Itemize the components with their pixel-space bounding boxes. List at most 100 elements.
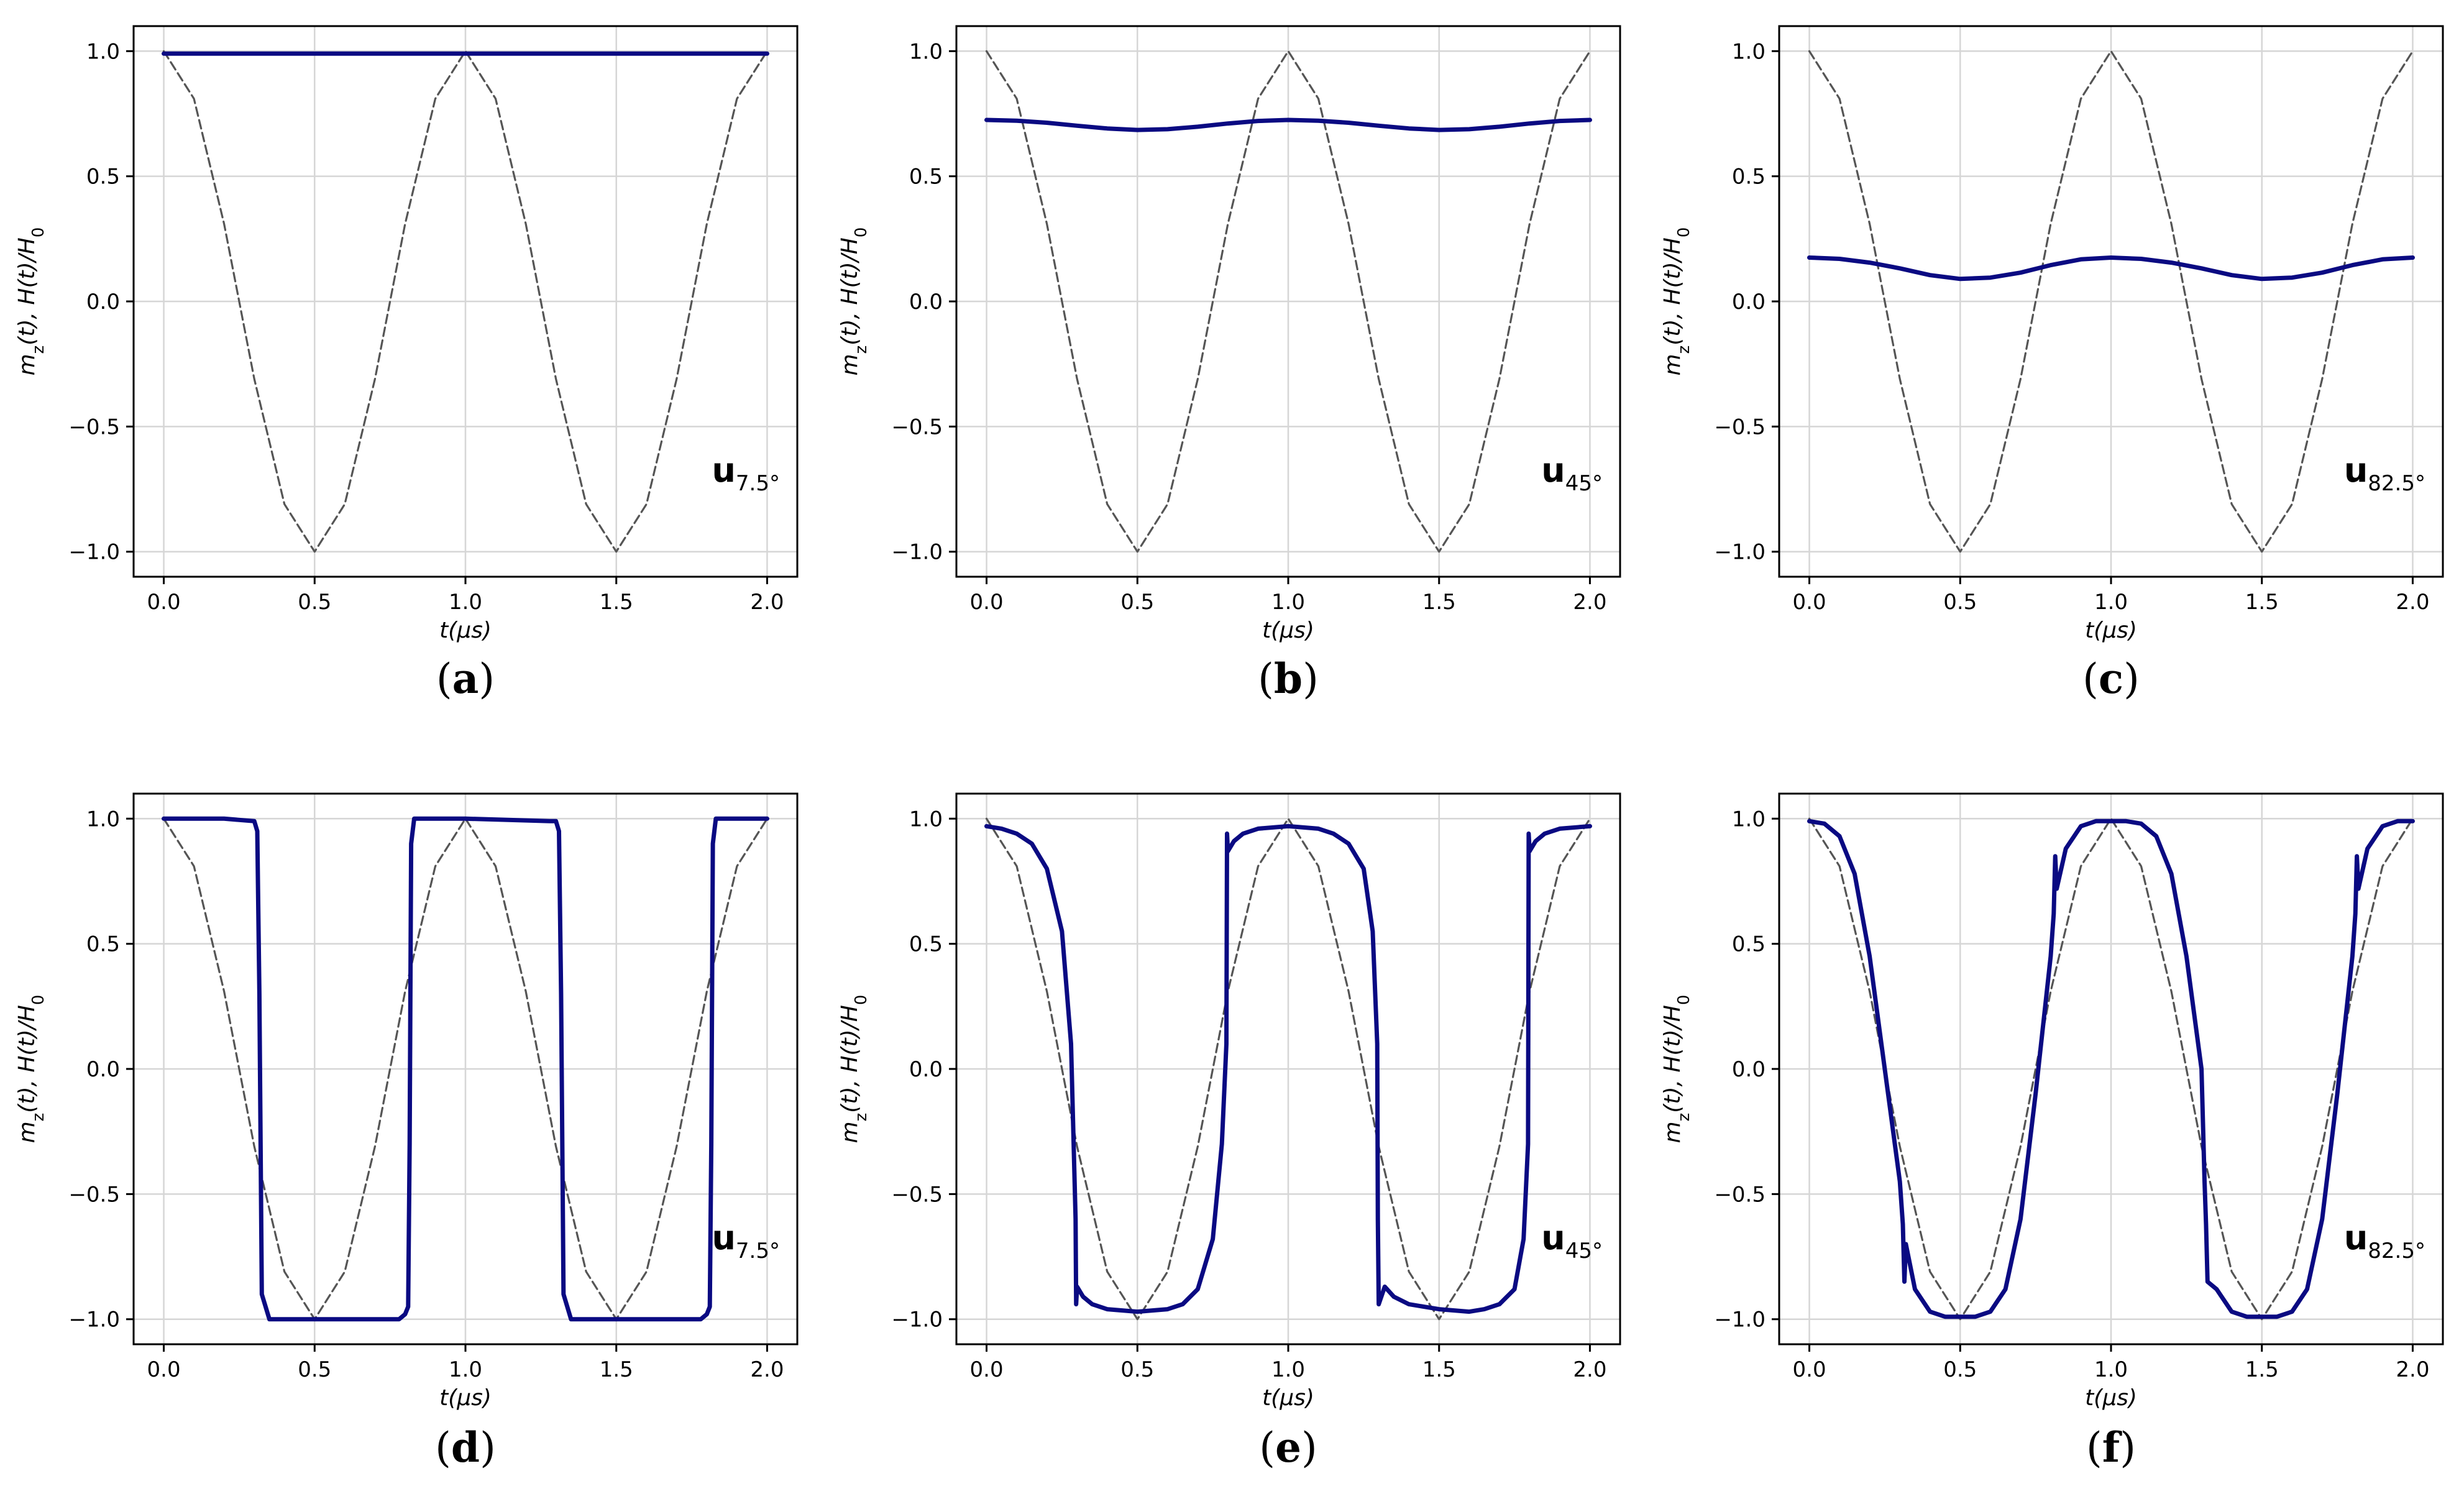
- y-tick-label: 0.5: [909, 165, 943, 190]
- panel-label: (a): [436, 654, 495, 703]
- y-tick-label: −1.0: [1714, 1308, 1766, 1332]
- panel-b: 0.0 0.5 1.0 1.5 2.0 −1.0 −0.5 0.0 0.5 1.0 t(μs) mz(…: [837, 25, 1621, 703]
- y-tick-label: −0.5: [891, 1182, 943, 1207]
- y-tick-label: −0.5: [68, 415, 120, 439]
- x-tick-label: 0.5: [1943, 590, 1977, 615]
- x-tick-label: 1.5: [2245, 590, 2279, 615]
- y-tick-label: 0.0: [909, 290, 943, 314]
- panel-f: 0.0 0.5 1.0 1.5 2.0 −1.0 −0.5 0.0 0.5 1.0 t(μs) mz(…: [1660, 792, 2444, 1472]
- x-tick-label: 2.0: [750, 1357, 784, 1382]
- series-magnetization: [1807, 818, 2415, 1319]
- x-tick-label: 2.0: [750, 590, 784, 615]
- x-tick-label: 2.0: [2396, 1357, 2429, 1382]
- panel-c: 0.0 0.5 1.0 1.5 2.0 −1.0 −0.5 0.0 0.5 1.0 t(μs) mz(…: [1660, 25, 2444, 703]
- x-axis-label: t(μs): [439, 618, 492, 643]
- y-tick-label: 1.0: [909, 807, 943, 832]
- y-tick-label: 0.5: [909, 932, 943, 957]
- x-tick-label: 1.0: [1271, 1357, 1305, 1382]
- panel-label: (f): [2086, 1423, 2136, 1472]
- y-axis-label: mz(t), H(t)/H0: [837, 995, 871, 1144]
- y-tick-label: −0.5: [1714, 415, 1766, 439]
- x-tick-label: 1.0: [2094, 590, 2128, 615]
- x-tick-label: 0.5: [298, 1357, 331, 1382]
- x-tick-label: 0.0: [147, 590, 181, 615]
- y-axis-label: mz(t), H(t)/H0: [1660, 227, 1693, 376]
- annotation-u: u45°: [1541, 1218, 1603, 1263]
- x-tick-label: 1.5: [600, 1357, 633, 1382]
- panel-e: 0.0 0.5 1.0 1.5 2.0 −1.0 −0.5 0.0 0.5 1.0 t(μs) mz(…: [837, 792, 1621, 1472]
- x-tick-label: 1.5: [2245, 1357, 2279, 1382]
- x-tick-label: 1.5: [1422, 590, 1456, 615]
- series-field-dashed: [1808, 50, 2414, 553]
- y-axis-label: mz(t), H(t)/H0: [1660, 995, 1693, 1144]
- y-tick-label: −1.0: [891, 1308, 943, 1332]
- x-tick-label: 2.0: [2396, 590, 2429, 615]
- series-field-dashed: [985, 50, 1592, 553]
- x-tick-label: 1.5: [1422, 1357, 1456, 1382]
- x-tick-label: 0.0: [970, 590, 1004, 615]
- y-tick-label: 0.0: [86, 290, 120, 314]
- y-tick-label: −1.0: [68, 540, 120, 565]
- series-field-dashed: [162, 50, 769, 553]
- y-axis-label: mz(t), H(t)/H0: [14, 227, 48, 376]
- y-tick-label: 1.0: [1732, 39, 1766, 64]
- y-tick-label: −1.0: [68, 1308, 120, 1332]
- x-tick-label: 2.0: [1573, 590, 1606, 615]
- series-magnetization: [984, 117, 1592, 132]
- x-axis-label: t(μs): [439, 1385, 492, 1411]
- x-tick-label: 0.0: [1793, 1357, 1826, 1382]
- y-tick-label: 0.0: [909, 1057, 943, 1082]
- annotation-u: u82.5°: [2344, 451, 2425, 496]
- x-tick-label: 0.5: [1120, 1357, 1154, 1382]
- x-tick-label: 1.0: [449, 1357, 482, 1382]
- panel-label: (c): [2082, 654, 2140, 703]
- y-tick-label: −0.5: [1714, 1182, 1766, 1207]
- y-tick-label: −1.0: [891, 540, 943, 565]
- x-tick-label: 1.5: [600, 590, 633, 615]
- panel-label: (e): [1259, 1423, 1317, 1472]
- annotation-u: u82.5°: [2344, 1218, 2425, 1263]
- y-tick-label: 1.0: [1732, 807, 1766, 832]
- x-tick-label: 0.0: [970, 1357, 1004, 1382]
- x-tick-label: 0.0: [147, 1357, 181, 1382]
- x-axis-label: t(μs): [1262, 618, 1314, 643]
- y-axis-label: mz(t), H(t)/H0: [14, 995, 48, 1144]
- panel-a: 0.0 0.5 1.0 1.5 2.0 −1.0 −0.5 0.0 0.5 1.0 t(μs) mz(…: [14, 25, 799, 703]
- x-tick-label: 1.0: [449, 590, 482, 615]
- y-tick-label: 1.0: [86, 807, 120, 832]
- y-tick-label: −0.5: [68, 1182, 120, 1207]
- annotation-u: u7.5°: [712, 1218, 780, 1263]
- y-tick-label: 0.5: [86, 932, 120, 957]
- panel-label: (d): [435, 1423, 496, 1472]
- y-tick-label: 0.5: [86, 165, 120, 190]
- y-tick-label: −1.0: [1714, 540, 1766, 565]
- x-tick-label: 0.5: [1943, 1357, 1977, 1382]
- y-tick-label: 0.5: [1732, 165, 1766, 190]
- y-tick-label: −0.5: [891, 415, 943, 439]
- x-axis-label: t(μs): [1262, 1385, 1314, 1411]
- x-axis-label: t(μs): [2085, 1385, 2137, 1411]
- series-field-dashed: [985, 817, 1592, 1321]
- x-axis-label: t(μs): [2085, 618, 2137, 643]
- y-tick-label: 0.0: [86, 1057, 120, 1082]
- panel-d: 0.0 0.5 1.0 1.5 2.0 −1.0 −0.5 0.0 0.5 1.0 t(μs) mz(…: [14, 792, 799, 1472]
- x-tick-label: 1.0: [1271, 590, 1305, 615]
- y-tick-label: 1.0: [86, 39, 120, 64]
- x-tick-label: 0.5: [298, 590, 331, 615]
- series-magnetization: [984, 823, 1592, 1314]
- series-magnetization: [162, 816, 769, 1322]
- x-tick-label: 1.0: [2094, 1357, 2128, 1382]
- x-tick-label: 0.5: [1120, 590, 1154, 615]
- annotation-u: u45°: [1541, 451, 1603, 496]
- y-tick-label: 0.5: [1732, 932, 1766, 957]
- y-axis-label: mz(t), H(t)/H0: [837, 227, 871, 376]
- x-tick-label: 0.0: [1793, 590, 1826, 615]
- panel-label: (b): [1258, 654, 1319, 703]
- y-tick-label: 1.0: [909, 39, 943, 64]
- series-field-dashed: [1808, 817, 2414, 1321]
- y-tick-label: 0.0: [1732, 290, 1766, 314]
- x-tick-label: 2.0: [1573, 1357, 1606, 1382]
- y-tick-label: 0.0: [1732, 1057, 1766, 1082]
- series-magnetization: [1807, 255, 2415, 282]
